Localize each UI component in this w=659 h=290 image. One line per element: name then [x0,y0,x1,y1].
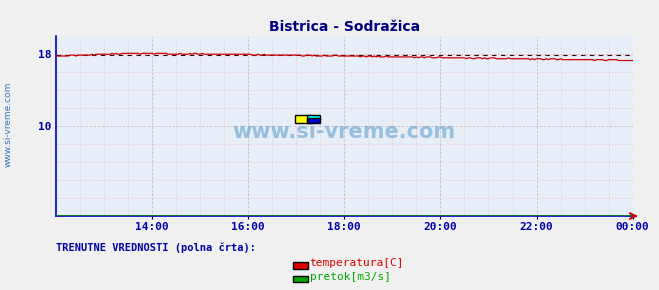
Title: Bistrica - Sodražica: Bistrica - Sodražica [269,20,420,34]
Text: www.si-vreme.com: www.si-vreme.com [3,82,13,167]
Text: temperatura[C]: temperatura[C] [310,258,404,268]
Text: www.si-vreme.com: www.si-vreme.com [233,122,456,142]
Text: TRENUTNE VREDNOSTI (polna črta):: TRENUTNE VREDNOSTI (polna črta): [56,242,256,253]
Text: pretok[m3/s]: pretok[m3/s] [310,272,391,282]
